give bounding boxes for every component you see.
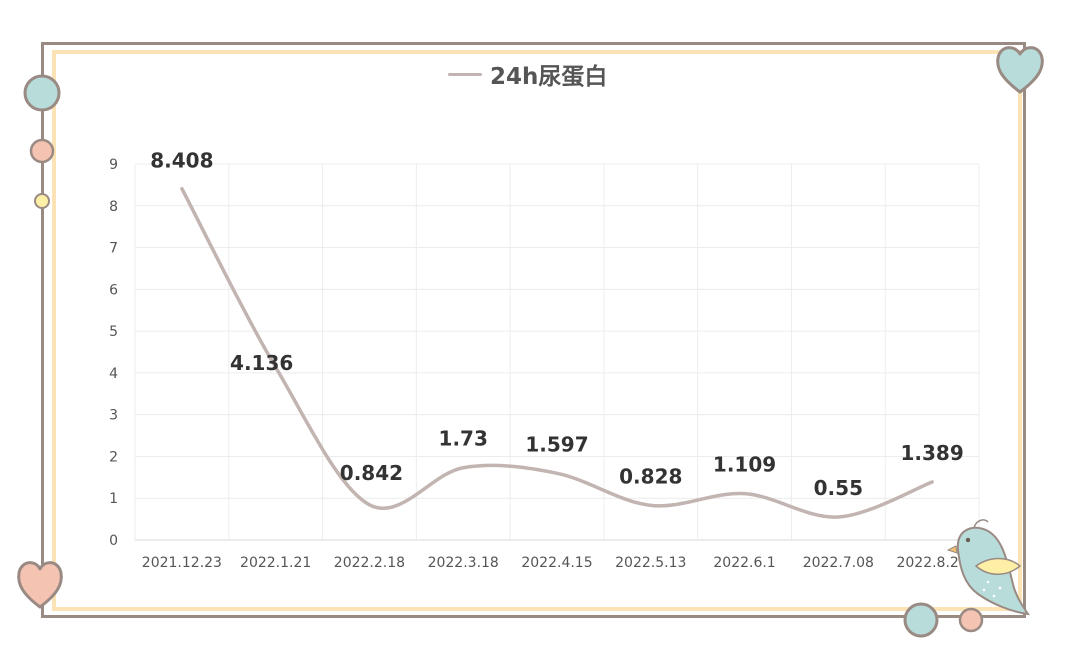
grid (134, 163, 980, 541)
x-tick-label: 2022.2.18 (334, 555, 405, 571)
x-tick-label: 2022.6.1 (713, 555, 775, 571)
data-label: 0.55 (814, 476, 863, 500)
data-label: 0.842 (340, 461, 403, 485)
y-tick-label: 8 (109, 199, 118, 215)
legend-swatch (448, 72, 482, 76)
y-tick-label: 7 (109, 241, 118, 257)
y-tick-label: 0 (109, 533, 118, 549)
y-tick-label: 3 (109, 408, 118, 424)
data-label: 1.73 (439, 427, 488, 451)
x-tick-label: 2021.12.23 (142, 555, 222, 571)
data-label: 1.597 (525, 432, 588, 456)
series-24h-urine-protein (180, 186, 934, 519)
data-label: 1.389 (900, 441, 963, 465)
x-tick-label: 2022.1.21 (240, 555, 311, 571)
data-label: 0.828 (619, 464, 682, 488)
x-tick-label: 2022.5.13 (615, 555, 686, 571)
legend-label: 24h尿蛋白 (490, 64, 608, 90)
y-tick-label: 5 (109, 324, 118, 340)
series-line (180, 186, 934, 519)
data-labels: 8.408 4.136 0.842 1.73 1.597 0.828 1.109 0.55 1.… (150, 149, 963, 500)
x-tick-label: 2022.3.18 (428, 555, 499, 571)
y-tick-label: 2 (109, 449, 118, 465)
y-tick-label: 4 (109, 366, 118, 382)
data-label: 4.136 (230, 351, 293, 375)
x-tick-label: 2022.4.15 (521, 555, 592, 571)
legend: 24h尿蛋白 (448, 58, 607, 90)
data-label: 1.109 (713, 453, 776, 477)
data-label: 8.408 (150, 149, 213, 173)
y-tick-label: 9 (109, 157, 118, 173)
inner-frame (52, 50, 1022, 611)
y-tick-label: 6 (109, 282, 118, 298)
y-tick-label: 1 (109, 491, 118, 507)
x-axis: 2021.12.23 2022.1.21 2022.2.18 2022.3.18 202… (142, 555, 968, 571)
outer-frame (41, 42, 1026, 618)
x-tick-label: 2022.8.26 (896, 555, 967, 571)
y-axis: 0 1 2 3 4 5 6 7 8 9 (109, 157, 118, 549)
x-tick-label: 2022.7.08 (803, 555, 874, 571)
